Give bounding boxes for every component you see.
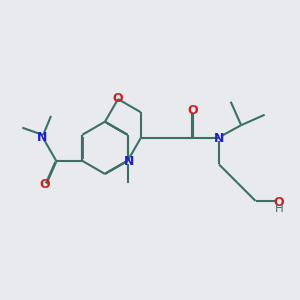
Text: N: N xyxy=(214,132,224,145)
Text: O: O xyxy=(39,178,50,191)
Text: O: O xyxy=(188,104,198,117)
Text: O: O xyxy=(113,92,123,104)
Text: N: N xyxy=(37,130,47,144)
Text: O: O xyxy=(274,196,284,209)
Text: N: N xyxy=(124,155,134,168)
Text: H: H xyxy=(275,202,284,215)
